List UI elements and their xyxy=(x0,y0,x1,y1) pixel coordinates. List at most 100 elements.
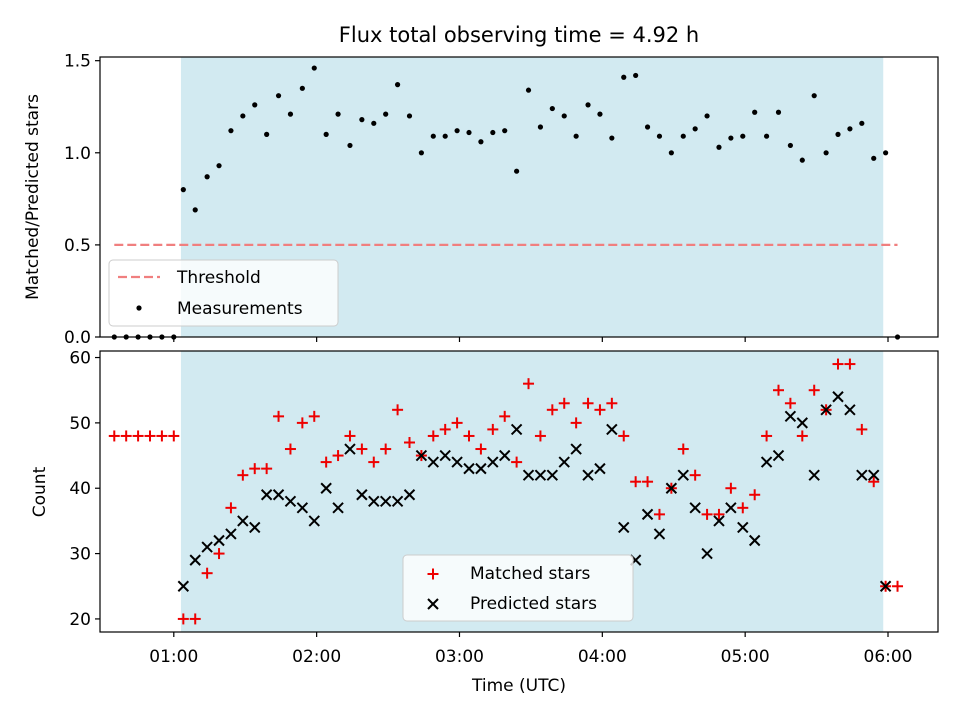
predicted-star-point xyxy=(784,410,797,423)
legend-measurements-label: Measurements xyxy=(177,299,303,319)
matched-star-point xyxy=(225,502,237,514)
predicted-star-point xyxy=(499,449,511,462)
matched-star-point xyxy=(784,397,796,409)
measurement-point xyxy=(418,150,424,156)
measurement-point xyxy=(216,163,222,169)
matched-star-point xyxy=(156,430,168,442)
measurement-point xyxy=(514,168,520,174)
predicted-star-point xyxy=(689,502,701,514)
predicted-star-point xyxy=(272,489,285,501)
matched-star-point xyxy=(201,567,213,579)
predicted-star-point xyxy=(463,462,475,475)
measurement-point xyxy=(192,207,198,213)
measurement-point xyxy=(490,129,496,136)
matched-star-point xyxy=(689,469,701,481)
predicted-star-point xyxy=(296,502,309,514)
measurement-point xyxy=(633,72,639,79)
measurement-point xyxy=(287,111,294,117)
measurement-point xyxy=(680,133,686,139)
predicted-star-point xyxy=(391,495,404,508)
predicted-star-point xyxy=(606,423,618,436)
measurement-point xyxy=(561,113,567,119)
matched-star-point xyxy=(439,423,451,435)
measurement-point xyxy=(859,120,865,126)
measurement-point xyxy=(383,111,389,117)
matched-star-point xyxy=(108,430,120,442)
matched-star-point xyxy=(844,358,856,370)
measurement-point xyxy=(740,133,746,139)
matched-star-point xyxy=(392,404,404,416)
matched-star-point xyxy=(832,358,844,370)
bottom-legend: Matched stars Predicted stars xyxy=(402,554,634,622)
measurement-point xyxy=(621,74,627,80)
top-y-tick-label: 0.0 xyxy=(64,328,91,348)
measurement-point xyxy=(252,102,258,108)
matched-star-point xyxy=(132,430,144,442)
measurement-point xyxy=(573,133,579,139)
top-legend-box xyxy=(108,259,339,327)
predicted-star-point xyxy=(737,521,749,534)
bottom-y-tick-label: 40 xyxy=(69,479,91,499)
matched-star-point xyxy=(213,548,225,560)
matched-star-point xyxy=(761,430,773,442)
legend-threshold-label: Threshold xyxy=(176,268,261,288)
legend-predicted-marker xyxy=(427,598,439,610)
matched-star-point xyxy=(499,410,511,422)
matched-star-point xyxy=(380,443,392,455)
measurement-point xyxy=(275,93,282,99)
legend-matched-label: Matched stars xyxy=(470,564,590,584)
predicted-star-point xyxy=(332,502,344,514)
measurement-point xyxy=(537,124,544,130)
predicted-star-point xyxy=(820,404,832,416)
measurement-point xyxy=(371,120,377,126)
predicted-star-point xyxy=(201,541,213,553)
measurement-point xyxy=(811,93,817,99)
measurement-point xyxy=(180,187,186,193)
matched-star-point xyxy=(296,417,308,429)
measurement-point xyxy=(549,105,555,112)
matched-star-point xyxy=(570,417,582,429)
predicted-star-point xyxy=(475,462,487,475)
measurement-point xyxy=(787,142,793,149)
predicted-star-point xyxy=(677,469,689,481)
predicted-star-point xyxy=(665,482,678,494)
matched-star-point xyxy=(868,476,880,488)
predicted-star-point xyxy=(534,469,547,481)
measurement-point xyxy=(311,65,317,71)
predicted-star-point xyxy=(748,534,761,547)
measurement-point xyxy=(585,102,591,108)
x-tick-label: 02:00 xyxy=(292,647,341,667)
matched-star-point xyxy=(582,397,594,409)
measurement-points xyxy=(111,65,901,340)
predicted-star-point xyxy=(772,449,785,462)
matched-star-point xyxy=(475,443,487,455)
predicted-star-point xyxy=(558,456,570,468)
bottom-panel: 20 30 40 50 60 01:00 02:00 03:00 04:00 05:00 06:0… xyxy=(30,349,939,696)
chart-title: Flux total observing time = 4.92 h xyxy=(339,23,699,47)
matched-star-point xyxy=(261,463,273,475)
measurement-point xyxy=(704,113,710,119)
matched-star-point xyxy=(546,404,558,416)
predicted-star-point xyxy=(701,547,713,560)
x-axis-label: Time (UTC) xyxy=(471,676,566,696)
bottom-y-tick-label: 60 xyxy=(69,349,91,369)
matched-star-point xyxy=(177,613,189,625)
matched-star-point xyxy=(892,580,904,592)
predicted-star-point xyxy=(284,495,297,508)
matched-star-point xyxy=(189,613,201,625)
predicted-star-point xyxy=(594,462,606,475)
top-y-tick-label: 1.0 xyxy=(64,144,91,164)
matched-star-point xyxy=(642,476,654,488)
predicted-star-point xyxy=(225,528,237,540)
matched-star-point xyxy=(737,502,749,514)
predicted-star-point xyxy=(879,580,892,592)
bottom-axes-frame xyxy=(99,350,939,633)
matched-star-point xyxy=(713,508,725,520)
matched-star-point xyxy=(808,384,820,396)
measurement-point xyxy=(752,109,758,115)
top-y-tick-label: 1.5 xyxy=(64,52,91,72)
matched-star-point xyxy=(168,430,180,442)
matched-star-point xyxy=(677,443,689,455)
measurement-point xyxy=(871,155,877,161)
measurement-point xyxy=(454,128,460,134)
